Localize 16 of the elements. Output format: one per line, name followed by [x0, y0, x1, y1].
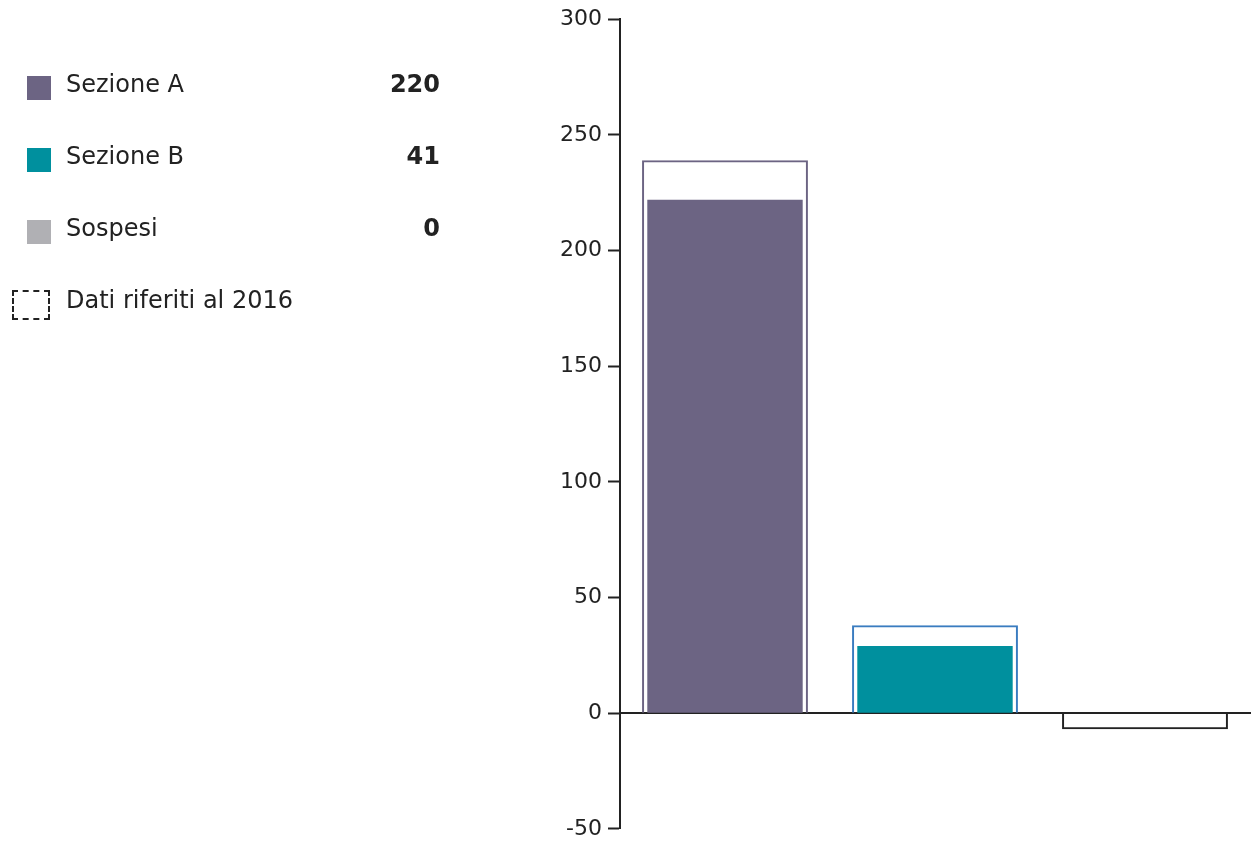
y-tick-label: 50 [573, 583, 602, 609]
y-tick-label: 300 [559, 4, 602, 30]
legend-label: Sezione A [66, 70, 184, 98]
y-tick-label: -50 [566, 814, 602, 840]
y-tick-label: 0 [587, 698, 602, 724]
legend-label: Sospesi [66, 214, 158, 242]
text: 0 [423, 214, 440, 242]
legend-label: Sezione B [66, 142, 185, 170]
y-tick-label: 250 [559, 120, 602, 146]
y-tick-label: 100 [559, 467, 602, 493]
y-tick-label: 150 [559, 351, 602, 377]
bar [857, 646, 1013, 713]
legend-label: Dati riferiti al 2016 [66, 286, 293, 314]
text: 41 [406, 142, 440, 170]
text: 220 [389, 70, 440, 98]
y-tick-label: 200 [559, 236, 602, 262]
